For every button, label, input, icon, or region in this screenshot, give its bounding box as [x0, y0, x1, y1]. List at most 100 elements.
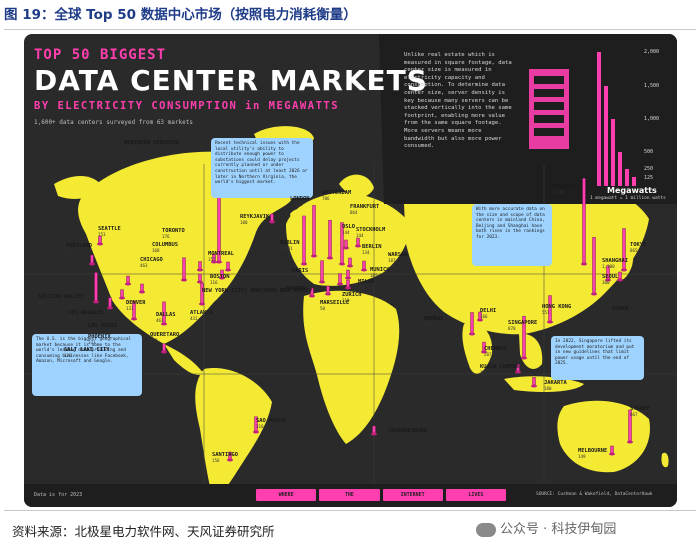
central-america-landmass — [164, 344, 204, 376]
city-bar-base — [199, 302, 205, 306]
city-label: SINGAPORE 870 — [508, 320, 537, 332]
city-label: SILICON VALLEY 615 — [38, 294, 83, 306]
city-name: SANTIAGO — [212, 452, 238, 458]
legend-tick-250: 250 — [644, 166, 654, 172]
city-label: DENVER 131 — [126, 300, 145, 312]
city-bar-base — [93, 300, 99, 304]
brand-tile: LIVES — [445, 489, 506, 501]
city-bar-base — [361, 268, 367, 272]
city-value: 207 — [484, 352, 492, 357]
city-bar-base — [605, 278, 611, 282]
city-name: AMSTERDAM — [322, 190, 352, 196]
poster-title: DATA CENTER MARKETS — [34, 64, 428, 97]
city-label: ZURICH 219 — [342, 292, 361, 304]
city-bar-base — [311, 254, 317, 258]
city-name: WARSAW — [388, 252, 408, 258]
city-bar-base — [481, 350, 487, 354]
city-name: NEW YORK CITY/ NORTHERN NEW JERSEY — [202, 288, 313, 294]
city-bar-base — [339, 262, 345, 266]
city-bar — [302, 215, 306, 265]
city-value: 100 — [240, 220, 248, 225]
city-name: DENVER — [126, 300, 146, 306]
callout-virginia: Recent technical issues with the local u… — [211, 138, 313, 198]
city-value: 157 — [208, 257, 216, 262]
city-label: MARSEILLE 50 — [320, 300, 349, 312]
city-bar-base — [227, 458, 233, 462]
city-value: 156 — [212, 458, 220, 463]
city-name: COLUMBUS — [152, 242, 178, 248]
city-bar-base — [581, 262, 587, 266]
city-value: 448 — [424, 322, 432, 327]
city-name: MILAN — [358, 279, 375, 285]
city-label: BEIJING 1,784 — [552, 184, 575, 196]
legend-bar-1500 — [604, 86, 608, 186]
north-america-landmass — [78, 151, 292, 344]
city-label: LAS VEGAS 173 — [88, 323, 117, 335]
city-label: KUALA LUMPUR 137 — [480, 364, 519, 376]
data-year-note: Data is for 2023 — [34, 492, 83, 498]
city-bar-base — [531, 384, 537, 388]
city-label: WARSAW 187 — [388, 252, 407, 264]
city-name: MELBOURNE — [578, 448, 608, 454]
city-label: PHOENIX 373 — [88, 334, 111, 346]
city-name: ZURICH — [342, 292, 362, 298]
city-bar-base — [269, 220, 275, 224]
city-bar-base — [617, 278, 623, 282]
city-value: 615 — [38, 300, 46, 305]
city-value: 865 — [630, 248, 638, 253]
city-label: OSAKA 127 — [612, 306, 628, 318]
brand-tile: THE — [319, 489, 380, 501]
city-name: ATLANTA — [190, 310, 213, 316]
city-bar-base — [197, 280, 203, 284]
city-label: NORTHERN VIRGINIA 2,552 — [124, 140, 179, 152]
city-name: DUBLIN — [280, 240, 300, 246]
brand-tiles: WHERE THE INTERNET LIVES — [256, 489, 506, 501]
scandinavia-landmass — [339, 174, 374, 198]
city-name: PORTLAND — [66, 243, 92, 249]
uk-landmass — [290, 209, 306, 225]
city-name: SAO PAULO — [256, 418, 286, 424]
figure-caption: 图 19：全球 Top 50 数据中心市场（按照电力消耗衡量） — [4, 3, 696, 30]
legend-tick-2000: 2,000 — [644, 49, 660, 55]
city-name: DALLAS — [156, 312, 176, 318]
city-value: 153 — [98, 232, 106, 237]
city-bar-base — [219, 276, 225, 280]
city-bar-base — [253, 430, 259, 434]
city-bar-base — [319, 280, 325, 284]
city-label: SEATTLE 153 — [98, 226, 121, 238]
city-bar-base — [211, 260, 217, 264]
city-bar-base — [107, 306, 113, 310]
city-name: LONDON — [290, 196, 310, 202]
city-value: 463 — [140, 263, 148, 268]
city-value: 187 — [388, 258, 396, 263]
city-name: TOKYO — [630, 242, 647, 248]
city-bar — [94, 272, 98, 303]
city-name: BOSTON — [210, 274, 230, 280]
city-name: QUERETARO — [150, 332, 180, 338]
callout-us: The U.S. is the biggest geographical mar… — [32, 334, 142, 396]
city-label: SANTIAGO 156 — [212, 452, 238, 464]
city-label: MUMBAI 448 — [424, 316, 443, 328]
africa-landmass — [303, 290, 400, 444]
city-bar — [312, 205, 316, 257]
poster-subtitle: BY ELECTRICITY CONSUMPTION in MEGAWATTS — [34, 100, 340, 112]
city-value: 166 — [480, 314, 488, 319]
city-label: TOKYO 865 — [630, 242, 646, 254]
city-name: MADRID — [286, 286, 306, 292]
city-name: MUNICH — [370, 267, 390, 273]
city-value: 116 — [210, 280, 218, 285]
city-value: 1,053 — [290, 202, 303, 207]
city-bar — [108, 297, 112, 309]
city-bar-base — [627, 440, 633, 444]
city-value: 149 — [578, 454, 586, 459]
legend-bar-500 — [618, 152, 622, 186]
alaska-landmass — [54, 175, 102, 199]
city-bar-base — [197, 268, 203, 272]
city-bar-base — [337, 282, 343, 286]
legend-bar-1000 — [611, 119, 615, 186]
infographic-poster: TOP 50 BIGGEST DATA CENTER MARKETS BY EL… — [24, 34, 677, 507]
city-name: MONTREAL — [208, 251, 234, 257]
city-bar-base — [125, 282, 131, 286]
city-value: 461 — [156, 318, 164, 323]
city-value: 173 — [88, 329, 96, 334]
